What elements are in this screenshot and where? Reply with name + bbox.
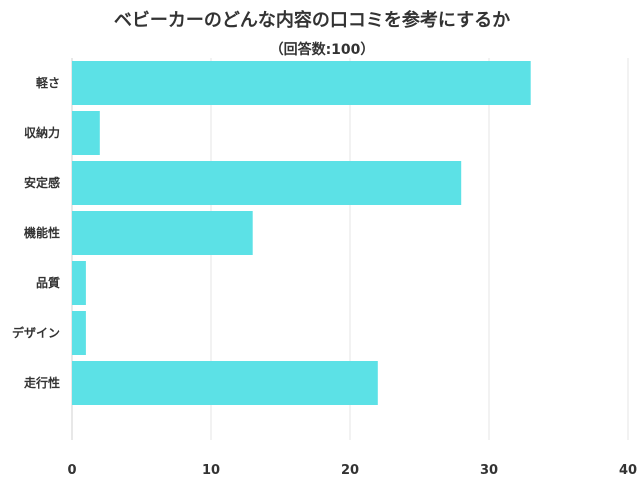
category-label-5: 品質 xyxy=(36,275,60,290)
bar-1 xyxy=(72,61,531,105)
bar-6 xyxy=(72,311,86,355)
category-label-3: 安定感 xyxy=(24,175,60,190)
category-label-4: 機能性 xyxy=(24,225,60,240)
bar-3 xyxy=(72,161,462,205)
x-tick-label-10: 10 xyxy=(202,463,220,478)
bars xyxy=(72,61,531,405)
bar-4 xyxy=(72,211,253,255)
category-label-2: 収納力 xyxy=(24,125,60,140)
x-tick-label-40: 40 xyxy=(619,463,637,478)
bar-2 xyxy=(72,111,100,155)
chart-subtitle: （回答数:100） xyxy=(270,41,375,58)
chart-title: ベビーカーのどんな内容の口コミを参考にするか xyxy=(114,9,510,31)
category-label-7: 走行性 xyxy=(24,375,60,390)
bar-5 xyxy=(72,261,86,305)
category-label-1: 軽さ xyxy=(36,75,60,90)
x-tick-label-0: 0 xyxy=(67,463,76,478)
x-tick-label-30: 30 xyxy=(480,463,498,478)
bar-7 xyxy=(72,361,378,405)
x-axis-ticks: 0 10 20 30 40 xyxy=(67,463,637,478)
x-tick-label-20: 20 xyxy=(341,463,359,478)
category-label-6: デザイン xyxy=(12,325,60,340)
